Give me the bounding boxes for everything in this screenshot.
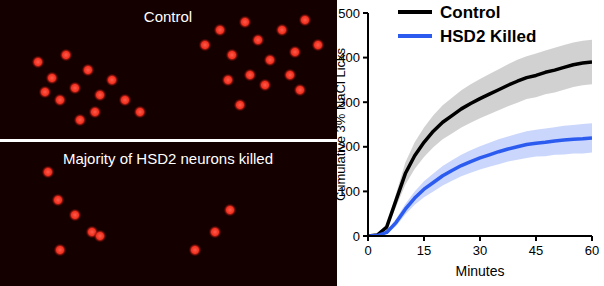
neuron: [234, 99, 247, 112]
y-tick: [363, 101, 368, 103]
neuron: [252, 34, 265, 47]
neuron: [299, 14, 312, 27]
x-tick: [535, 236, 537, 241]
error-band: [368, 40, 592, 236]
x-tick: [367, 236, 369, 241]
neuron: [284, 69, 297, 82]
neuron: [224, 204, 237, 217]
neuron: [69, 209, 82, 222]
image-background: [0, 0, 337, 139]
figure: Control Majority of HSD2 neurons killed 0 1…: [0, 0, 604, 286]
neuron: [39, 86, 52, 99]
image-background: [0, 142, 337, 286]
y-tick-label: 0: [353, 229, 360, 244]
legend: Control HSD2 Killed: [398, 3, 536, 46]
neuron: [74, 114, 87, 127]
neuron: [244, 69, 257, 82]
neuron: [89, 106, 102, 119]
series-line: [368, 138, 592, 236]
neuron: [294, 84, 307, 97]
neuron: [222, 74, 235, 87]
neuron: [52, 194, 65, 207]
neuron: [46, 72, 59, 85]
neuron: [134, 106, 147, 119]
y-tick: [363, 190, 368, 192]
x-tick: [479, 236, 481, 241]
neuron: [42, 166, 55, 179]
legend-swatch: [398, 34, 432, 38]
x-axis-label: Minutes: [455, 263, 504, 279]
x-tick: [423, 236, 425, 241]
neuron: [226, 49, 239, 62]
micrograph-panel: Majority of HSD2 neurons killed: [0, 142, 337, 286]
neuron: [54, 94, 67, 107]
x-tick-label: 15: [417, 243, 431, 258]
neuron: [312, 39, 325, 52]
neuron: [32, 56, 45, 69]
neuron: [199, 39, 212, 52]
x-tick-label: 45: [529, 243, 543, 258]
x-tick-label: 0: [364, 243, 371, 258]
neuron: [239, 16, 252, 29]
neuron: [289, 46, 302, 59]
y-tick: [363, 12, 368, 14]
image-haze: [0, 0, 337, 139]
legend-swatch: [398, 10, 432, 14]
micrograph-panel: Control: [0, 0, 337, 139]
neuron: [94, 230, 107, 243]
series-line: [368, 62, 592, 236]
neuron: [189, 244, 202, 257]
neuron: [82, 64, 95, 77]
x-tick: [591, 236, 593, 241]
image-haze: [0, 142, 337, 286]
neuron: [214, 24, 227, 37]
neuron: [94, 89, 107, 102]
neuron: [106, 74, 119, 87]
neuron: [259, 79, 272, 92]
neuron: [264, 54, 277, 67]
y-tick-label: 500: [338, 6, 360, 21]
panel-separator: [0, 139, 337, 142]
y-tick: [363, 146, 368, 148]
panel-label: Majority of HSD2 neurons killed: [63, 150, 273, 167]
neuron: [119, 94, 132, 107]
x-tick-label: 30: [473, 243, 487, 258]
y-axis-line: [367, 13, 369, 236]
plot-area: [368, 40, 592, 236]
neuron: [69, 82, 82, 95]
neuron: [209, 226, 222, 239]
legend-label: Control: [440, 3, 500, 22]
legend-label: HSD2 Killed: [440, 27, 536, 46]
x-tick-label: 60: [585, 243, 599, 258]
neuron: [276, 24, 289, 37]
neuron: [60, 49, 73, 62]
axes: 0100200300400500015304560MinutesCumulati…: [333, 6, 599, 280]
panel-label: Control: [144, 8, 192, 25]
y-tick: [363, 57, 368, 59]
y-axis-label: Cumulative 3% NaCl Licks: [333, 47, 348, 201]
neuron: [54, 244, 67, 257]
